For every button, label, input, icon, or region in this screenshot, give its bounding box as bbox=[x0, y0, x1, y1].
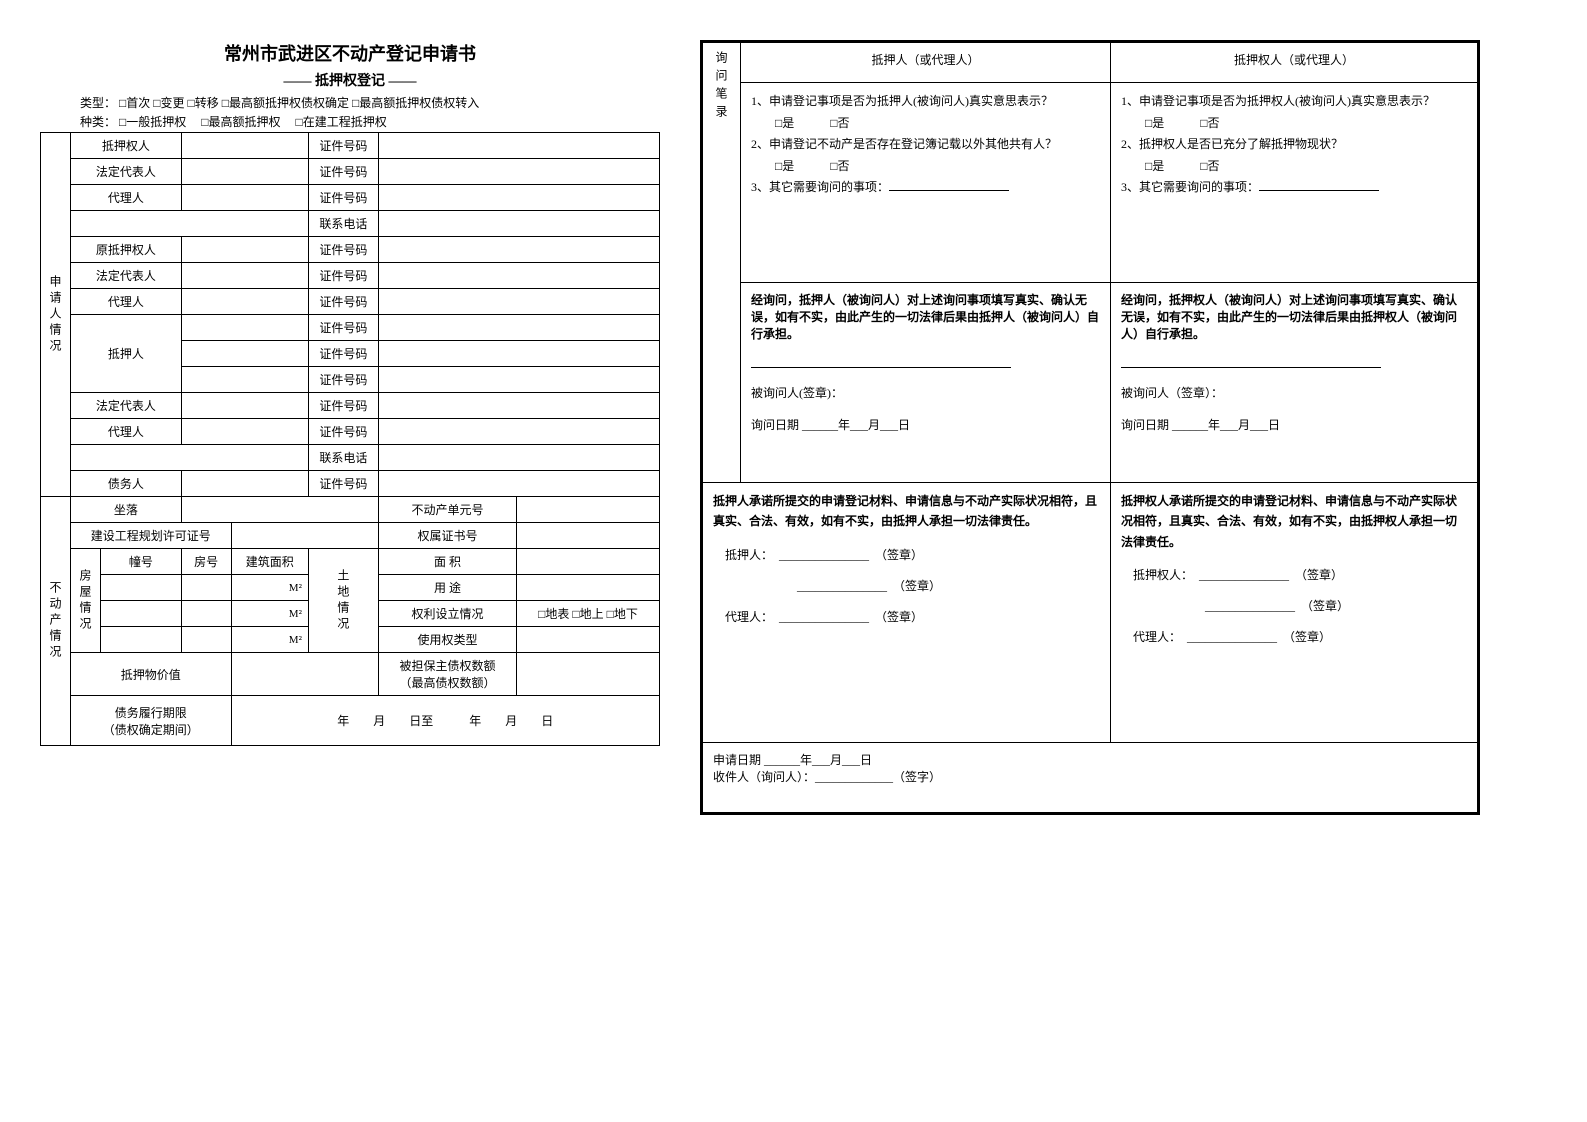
declaration-mortgagor: 抵押人承诺所提交的申请登记材料、申请信息与不动产实际状况相符，且真实、合法、有效… bbox=[703, 483, 1111, 743]
col-mortgagee: 抵押权人（或代理人） bbox=[1111, 43, 1478, 83]
m2-unit bbox=[289, 580, 302, 594]
inquiry-table: 询问笔录 抵押人（或代理人） 抵押权人（或代理人） 1、申请登记事项是否为抵押人… bbox=[702, 42, 1478, 813]
inquiry-header: 询问笔录 bbox=[703, 43, 741, 483]
confirm-mortgagor: 经询问，抵押人（被询问人）对上述询问事项填写真实、确认无误，如有不实，由此产生的… bbox=[741, 283, 1111, 483]
declaration-mortgagee: 抵押权人承诺所提交的申请登记材料、申请信息与不动产实际状况相符，且真实、合法、有… bbox=[1111, 483, 1478, 743]
confirm-mortgagee: 经询问，抵押权人（被询问人）对上述询问事项填写真实、确认无误，如有不实，由此产生… bbox=[1111, 283, 1478, 483]
main-table: 申请人情况 抵押权人 证件号码 法定代表人 证件号码 代理人 证件号码 联系电话… bbox=[40, 132, 660, 746]
page-subtitle: —— 抵押权登记 —— bbox=[40, 70, 660, 90]
page-title: 常州市武进区不动产登记申请书 bbox=[40, 40, 660, 66]
cert-label: 证件号码 bbox=[308, 133, 378, 159]
type-line: 类型： □首次 □变更 □转移 □最高额抵押权债权确定 □最高额抵押权债权转入 bbox=[40, 94, 660, 111]
row-mortgagee: 抵押权人 bbox=[71, 133, 182, 159]
mortgagee-cert[interactable] bbox=[378, 133, 659, 159]
questions-mortgagee: 1、申请登记事项是否为抵押权人(被询问人)真实意思表示？ □是 □否 2、抵押权… bbox=[1111, 83, 1478, 283]
col-mortgagor: 抵押人（或代理人） bbox=[741, 43, 1111, 83]
applicant-section-header: 申请人情况 bbox=[41, 133, 71, 497]
mortgagee-name[interactable] bbox=[181, 133, 308, 159]
questions-mortgagor: 1、申请登记事项是否为抵押人(被询问人)真实意思表示？ □是 □否 2、申请登记… bbox=[741, 83, 1111, 283]
property-section-header: 不动产情况 bbox=[41, 497, 71, 746]
kind-line: 种类： □一般抵押权 □最高额抵押权 □在建工程抵押权 bbox=[40, 113, 660, 130]
footer-date: 申请日期 ______年___月___日 收件人（询问人）：__________… bbox=[703, 743, 1478, 813]
